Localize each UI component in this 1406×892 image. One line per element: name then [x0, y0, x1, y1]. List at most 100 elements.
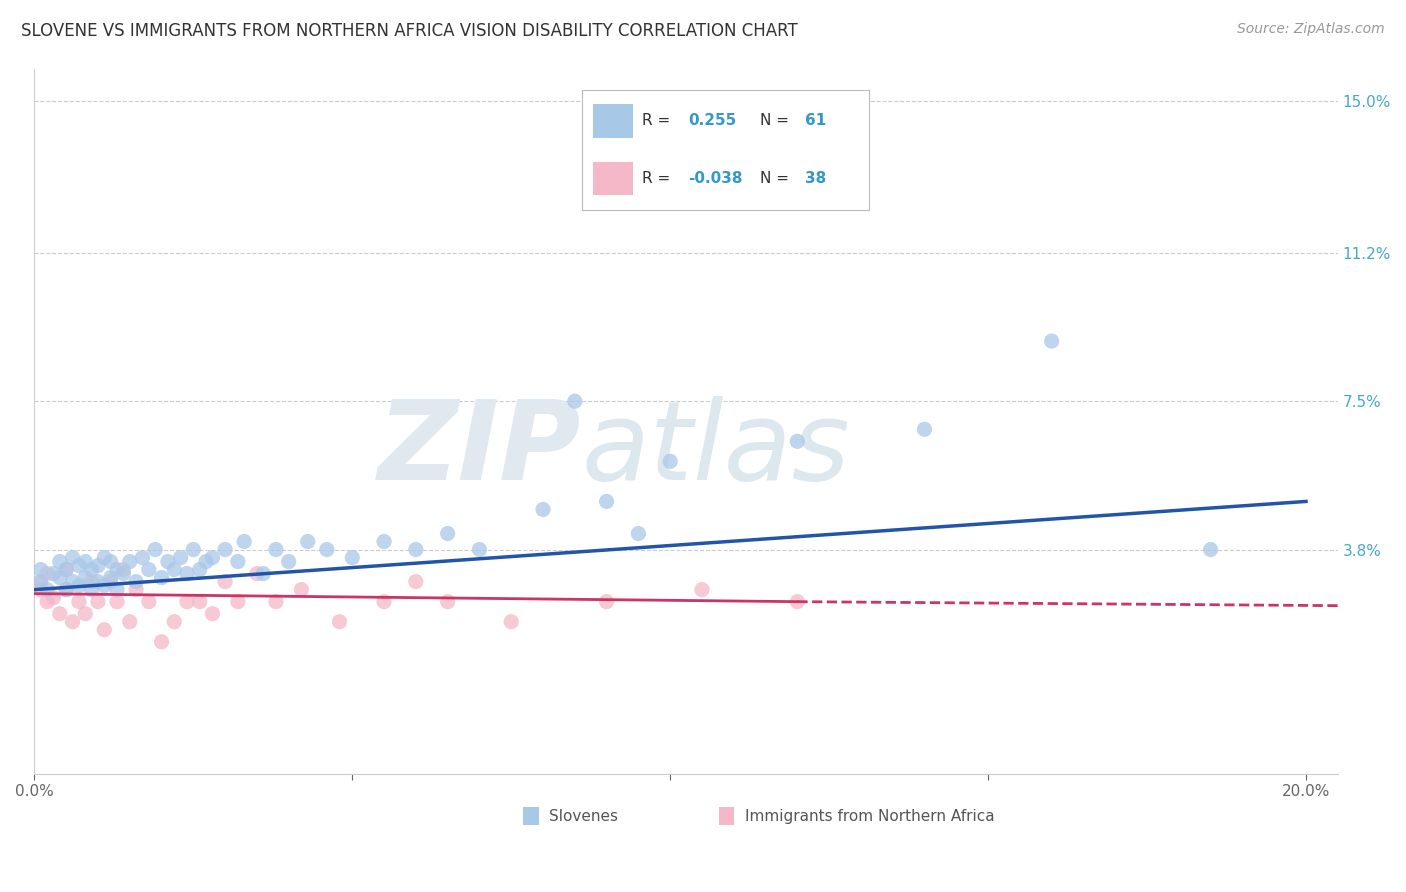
Text: atlas: atlas: [582, 396, 851, 503]
Point: [42, 566, 65, 581]
Point: [786, 595, 808, 609]
Point: [105, 595, 128, 609]
Point: [436, 595, 458, 609]
Point: [150, 571, 173, 585]
Point: [67, 579, 90, 593]
Point: [501, 615, 523, 629]
Point: [100, 555, 122, 569]
Point: [627, 526, 650, 541]
FancyBboxPatch shape: [718, 807, 734, 825]
Point: [342, 550, 364, 565]
FancyBboxPatch shape: [523, 807, 538, 825]
Point: [176, 566, 198, 581]
Point: [595, 494, 617, 508]
Point: [118, 555, 141, 569]
Point: [214, 542, 236, 557]
Point: [252, 566, 274, 581]
Point: [30, 574, 52, 589]
Point: [100, 571, 122, 585]
Point: [264, 595, 287, 609]
Point: [131, 550, 153, 565]
Point: [297, 534, 319, 549]
Point: [55, 563, 77, 577]
Point: [49, 555, 72, 569]
Point: [105, 582, 128, 597]
Point: [67, 595, 90, 609]
Point: [35, 595, 58, 609]
Text: Immigrants from Northern Africa: Immigrants from Northern Africa: [745, 808, 994, 823]
Point: [786, 434, 808, 449]
Point: [55, 563, 77, 577]
Point: [201, 607, 224, 621]
Point: [246, 566, 269, 581]
Point: [30, 563, 52, 577]
Point: [595, 595, 617, 609]
Point: [195, 555, 218, 569]
Point: [564, 394, 586, 409]
Point: [30, 582, 52, 597]
Point: [226, 555, 249, 569]
Point: [93, 623, 115, 637]
Point: [690, 582, 713, 597]
Point: [42, 591, 65, 605]
Point: [1040, 334, 1063, 348]
Point: [75, 555, 97, 569]
Point: [35, 582, 58, 597]
Point: [55, 582, 77, 597]
Point: [436, 526, 458, 541]
Point: [468, 542, 491, 557]
Point: [150, 634, 173, 648]
Point: [156, 555, 179, 569]
Point: [226, 595, 249, 609]
Point: [531, 502, 554, 516]
Point: [125, 574, 148, 589]
Text: ZIP: ZIP: [378, 396, 582, 503]
Point: [163, 563, 186, 577]
Point: [62, 550, 84, 565]
Point: [67, 558, 90, 573]
Point: [329, 615, 352, 629]
Point: [181, 542, 204, 557]
Point: [55, 582, 77, 597]
Point: [163, 615, 186, 629]
Point: [125, 582, 148, 597]
Text: SLOVENE VS IMMIGRANTS FROM NORTHERN AFRICA VISION DISABILITY CORRELATION CHART: SLOVENE VS IMMIGRANTS FROM NORTHERN AFRI…: [21, 22, 797, 40]
Point: [93, 579, 115, 593]
Point: [138, 563, 160, 577]
Point: [315, 542, 337, 557]
Point: [112, 566, 135, 581]
Text: Slovenes: Slovenes: [550, 808, 619, 823]
Point: [35, 566, 58, 581]
Point: [80, 574, 103, 589]
Point: [62, 615, 84, 629]
Point: [233, 534, 256, 549]
Point: [87, 574, 110, 589]
Point: [373, 534, 395, 549]
Point: [373, 595, 395, 609]
Point: [80, 563, 103, 577]
Point: [87, 558, 110, 573]
Point: [188, 595, 211, 609]
Point: [169, 550, 191, 565]
Point: [30, 574, 52, 589]
Text: Source: ZipAtlas.com: Source: ZipAtlas.com: [1237, 22, 1385, 37]
Point: [105, 563, 128, 577]
Point: [138, 595, 160, 609]
Point: [62, 574, 84, 589]
Point: [405, 574, 427, 589]
Point: [75, 607, 97, 621]
Point: [87, 595, 110, 609]
Point: [659, 454, 682, 468]
Point: [214, 574, 236, 589]
Point: [118, 615, 141, 629]
Point: [49, 607, 72, 621]
Point: [914, 422, 936, 436]
Point: [405, 542, 427, 557]
Point: [75, 571, 97, 585]
Point: [290, 582, 312, 597]
Point: [80, 582, 103, 597]
Point: [1199, 542, 1222, 557]
Point: [176, 595, 198, 609]
Point: [143, 542, 166, 557]
Point: [188, 563, 211, 577]
